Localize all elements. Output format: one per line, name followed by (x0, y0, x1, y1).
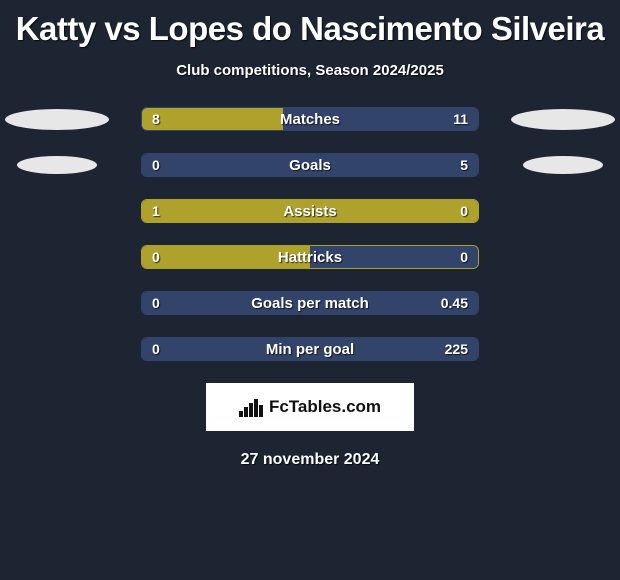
stat-value-left: 8 (152, 108, 160, 130)
left-ellipse (2, 109, 112, 130)
stat-value-right: 11 (453, 108, 468, 130)
right-ellipse (508, 156, 618, 174)
stat-value-right: 5 (460, 154, 468, 176)
bars-icon (239, 397, 263, 417)
bar-fill-left (142, 108, 283, 130)
stat-value-left: 0 (152, 338, 160, 360)
stat-bar: 00.45Goals per match (141, 291, 479, 315)
date-label: 27 november 2024 (0, 451, 620, 469)
stat-bar: 05Goals (141, 153, 479, 177)
stat-row: 05Goals (0, 153, 620, 177)
stat-value-left: 1 (152, 200, 160, 222)
branding-box: FcTables.com (206, 383, 414, 431)
stat-bar: 0225Min per goal (141, 337, 479, 361)
stat-value-right: 0 (460, 246, 468, 268)
stat-value-left: 0 (152, 292, 160, 314)
bar-fill-right (142, 338, 478, 360)
page-title: Katty vs Lopes do Nascimento Silveira (0, 0, 620, 48)
stat-value-left: 0 (152, 246, 160, 268)
stat-row: 811Matches (0, 107, 620, 131)
bar-fill-right (142, 154, 478, 176)
bar-fill-left (142, 200, 478, 222)
stat-row: 10Assists (0, 199, 620, 223)
bar-fill-right (142, 292, 478, 314)
stat-row: 0225Min per goal (0, 337, 620, 361)
stat-bar: 811Matches (141, 107, 479, 131)
stat-value-right: 225 (445, 338, 468, 360)
stat-value-right: 0 (460, 200, 468, 222)
right-ellipse (508, 109, 618, 130)
stat-row: 00.45Goals per match (0, 291, 620, 315)
bar-fill-left (142, 246, 310, 268)
stat-bar: 00Hattricks (141, 245, 479, 269)
brand-text: FcTables.com (269, 397, 381, 417)
stat-bar: 10Assists (141, 199, 479, 223)
stat-value-left: 0 (152, 154, 160, 176)
comparison-chart: 811Matches05Goals10Assists00Hattricks00.… (0, 79, 620, 361)
stat-value-right: 0.45 (441, 292, 468, 314)
subtitle: Club competitions, Season 2024/2025 (0, 62, 620, 79)
stat-row: 00Hattricks (0, 245, 620, 269)
left-ellipse (2, 156, 112, 174)
